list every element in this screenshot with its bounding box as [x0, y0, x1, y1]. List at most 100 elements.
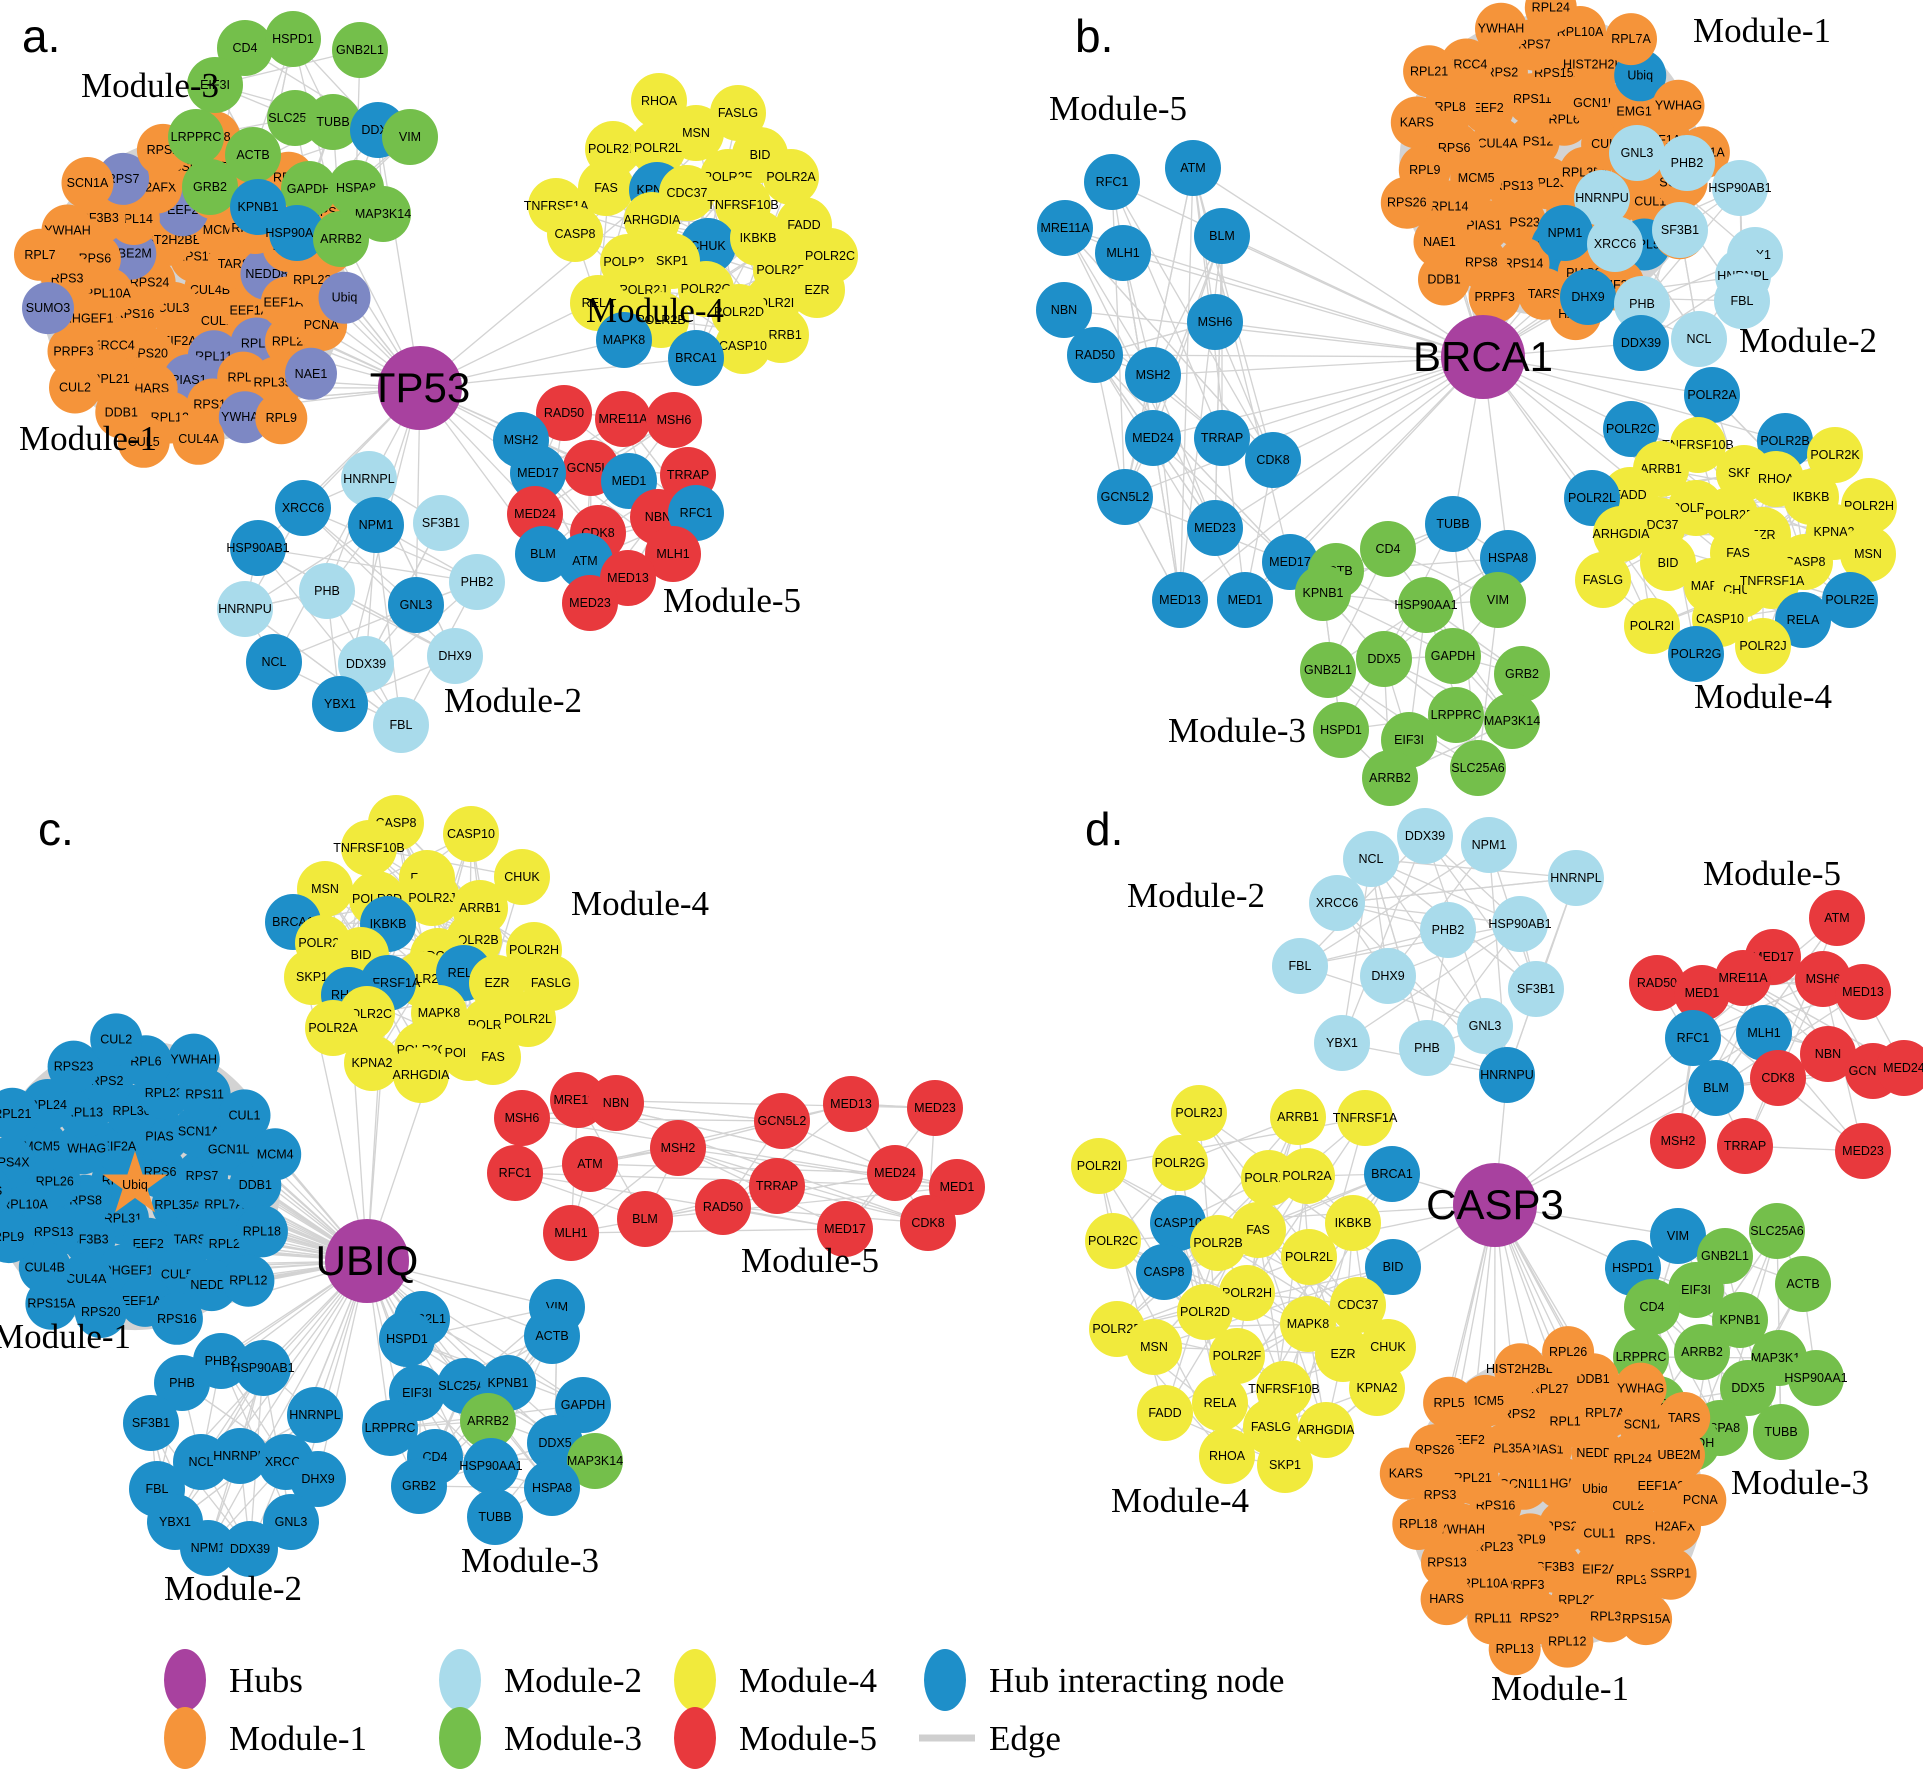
node-label-LRPPRC: LRPPRC [1616, 1350, 1667, 1364]
panel-c-module3-label: Module-3 [461, 1541, 599, 1580]
node-label-SLC25A6: SLC25A6 [1750, 1224, 1804, 1238]
node-label-MCM5: MCM5 [1458, 171, 1495, 185]
node-label-LRPPRC: LRPPRC [365, 1421, 416, 1435]
node-label-POLR2F: POLR2F [1213, 1349, 1262, 1363]
node-MED23 [1187, 500, 1243, 556]
node-label-RPL8: RPL8 [1435, 100, 1466, 114]
node-POLR2A [763, 149, 819, 205]
node-ARRB2 [313, 211, 369, 267]
node-HSP90AB1 [230, 520, 286, 576]
node-label-RPL7A: RPL7A [1611, 32, 1651, 46]
node-label-POLR2G: POLR2G [681, 282, 732, 296]
node-label-RPL24: RPL24 [29, 1098, 67, 1112]
node-label-GCN5L2: GCN5L2 [1101, 490, 1150, 504]
node-FASLG [710, 85, 766, 141]
node-POLR2A [305, 1000, 361, 1056]
node-PHB2 [1420, 902, 1476, 958]
node-label-HSPA8: HSPA8 [532, 1481, 572, 1495]
node-label-RPL9: RPL9 [266, 411, 297, 425]
hub-label-BRCA1: BRCA1 [1413, 333, 1553, 380]
node-label-GCN1L1: GCN1L1 [208, 1143, 257, 1157]
node-label-RPS13: RPS13 [1427, 1556, 1467, 1570]
panel-a: CUL4BCUL3RPS13CUL1RPS24TARSEIF2AHIST2H2B… [14, 11, 858, 753]
node-TUBB [305, 94, 361, 150]
node-label-CUL5: CUL5 [128, 435, 160, 449]
node-label-POLR2H: POLR2H [1844, 499, 1894, 513]
node-POLR2L [1281, 1229, 1337, 1285]
node-KARS [1379, 1447, 1432, 1500]
node-label-POLR2L: POLR2L [504, 1012, 552, 1026]
node-label-POLR2H: POLR2H [1222, 1286, 1272, 1300]
node-label-GNL3: GNL3 [1621, 146, 1654, 160]
node-label-SLC25A6: SLC25A6 [438, 1379, 492, 1393]
panel-d-module3-label: Module-3 [1731, 1463, 1869, 1502]
node-CDK8 [900, 1195, 956, 1251]
node-label-EEF2: EEF2 [133, 1237, 164, 1251]
node-label-MAP3K14: MAP3K14 [355, 207, 411, 221]
node-label-SF3B3: SF3B3 [70, 1233, 108, 1247]
node-label-SKP1: SKP1 [1269, 1458, 1301, 1472]
node-label-FADD: FADD [787, 218, 820, 232]
node-label-ARHGDIA: ARHGDIA [624, 213, 682, 227]
node-label-ACTB: ACTB [236, 148, 269, 162]
legend: Hubs Module-2 Module-4 Hub interacting node… [164, 1649, 1284, 1769]
node-HSPA8 [1480, 530, 1536, 586]
node-label-DDX5: DDX5 [1731, 1381, 1764, 1395]
node-label-CUL4A: CUL4A [1477, 136, 1518, 150]
panel-b-module3: TUBBCD4HSPA8ACTBKPNB1HSP90AA1VIMGNB2L1DD… [1295, 496, 1550, 806]
node-TARS [1658, 1392, 1711, 1444]
node-BID [1640, 535, 1696, 591]
node-label-RPL24: RPL24 [1532, 1, 1570, 15]
node-label-ATM: ATM [577, 1157, 602, 1171]
node-label-MAP3K14: MAP3K14 [1751, 1351, 1807, 1365]
node-label-ATM: ATM [572, 554, 597, 568]
node-label-FBL: FBL [390, 718, 413, 732]
node-label-MSH6: MSH6 [657, 413, 692, 427]
node-label-TNFRSF10B: TNFRSF10B [1248, 1382, 1320, 1396]
node-label-IKBKB: IKBKB [740, 231, 777, 245]
node-label-RPS4X: RPS4X [0, 1156, 30, 1170]
node-MAPK8 [596, 312, 652, 368]
node-label-MSN: MSN [311, 882, 339, 896]
node-label-FAS: FAS [594, 181, 618, 195]
node-label-CASP10: CASP10 [1154, 1216, 1202, 1230]
node-label-RPS3: RPS3 [1424, 1488, 1457, 1502]
node-MRE11A [595, 391, 651, 447]
node-RPL18 [235, 1205, 288, 1258]
node-POLR2G [1152, 1135, 1208, 1191]
node-label-MRE11A: MRE11A [598, 412, 648, 426]
node-CASP10 [443, 806, 499, 862]
node-label-FASLG: FASLG [1583, 573, 1623, 587]
panel-b-module2-label: Module-2 [1739, 321, 1877, 360]
node-label-HSP90AB1: HSP90AB1 [1488, 917, 1551, 931]
node-label-MCM5: MCM5 [1467, 1394, 1504, 1408]
node-RPS20 [74, 1286, 127, 1338]
node-label-GAPDH: GAPDH [561, 1398, 605, 1412]
node-label-RHOA: RHOA [1209, 1449, 1246, 1463]
node-KPNB1 [1712, 1292, 1768, 1348]
node-RPL12 [222, 1254, 275, 1307]
node-label-TARS: TARS [1528, 287, 1560, 301]
node-CUL1 [218, 1089, 271, 1142]
node-DDX39 [222, 1521, 278, 1577]
node-HNRNPL [341, 451, 397, 507]
node-label-HSP90AB1: HSP90AB1 [1708, 181, 1771, 195]
node-FADD [1137, 1385, 1193, 1441]
node-label-UBE2M: UBE2M [1657, 1448, 1700, 1462]
node-label-MED17: MED17 [517, 466, 559, 480]
node-NBN [1800, 1026, 1856, 1082]
node-label-FASLG: FASLG [1251, 1420, 1291, 1434]
node-label-ARRB2: ARRB2 [320, 232, 362, 246]
node-MED17 [510, 445, 566, 501]
node-GRB2 [391, 1458, 447, 1514]
panel-a-module4-label: Module-4 [586, 291, 724, 330]
node-label-RPS2: RPS2 [1486, 65, 1519, 79]
node-label-MED23: MED23 [1194, 521, 1236, 535]
node-DHX9 [1360, 948, 1416, 1004]
node-RAD50 [695, 1179, 751, 1235]
node-DDX5 [1356, 631, 1412, 687]
node-label-RPS8: RPS8 [1465, 256, 1498, 270]
node-GCN5L2 [754, 1093, 810, 1149]
